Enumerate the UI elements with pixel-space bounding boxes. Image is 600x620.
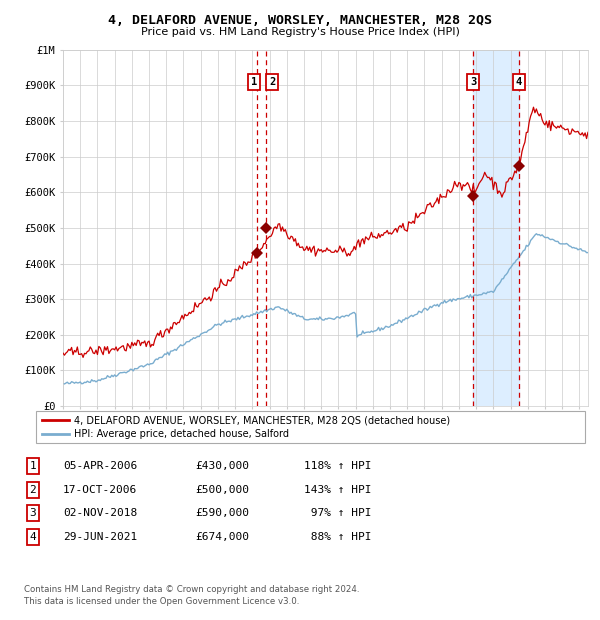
Text: £674,000: £674,000 (195, 532, 249, 542)
Text: This data is licensed under the Open Government Licence v3.0.: This data is licensed under the Open Gov… (24, 597, 299, 606)
Text: Contains HM Land Registry data © Crown copyright and database right 2024.: Contains HM Land Registry data © Crown c… (24, 585, 359, 593)
Text: 17-OCT-2006: 17-OCT-2006 (63, 485, 137, 495)
Text: 29-JUN-2021: 29-JUN-2021 (63, 532, 137, 542)
Text: 4: 4 (516, 77, 522, 87)
Text: 88% ↑ HPI: 88% ↑ HPI (305, 532, 372, 542)
Text: £590,000: £590,000 (195, 508, 249, 518)
Text: 02-NOV-2018: 02-NOV-2018 (63, 508, 137, 518)
Bar (473, 50, 519, 406)
Text: 4, DELAFORD AVENUE, WORSLEY, MANCHESTER, M28 2QS (detached house): 4, DELAFORD AVENUE, WORSLEY, MANCHESTER,… (74, 415, 450, 425)
Text: HPI: Average price, detached house, Salford: HPI: Average price, detached house, Salf… (74, 429, 289, 440)
Text: 1: 1 (29, 461, 37, 471)
Text: 2: 2 (29, 485, 37, 495)
Text: 118% ↑ HPI: 118% ↑ HPI (305, 461, 372, 471)
Text: 4, DELAFORD AVENUE, WORSLEY, MANCHESTER, M28 2QS: 4, DELAFORD AVENUE, WORSLEY, MANCHESTER,… (108, 14, 492, 27)
Text: 3: 3 (470, 77, 476, 87)
Text: 97% ↑ HPI: 97% ↑ HPI (305, 508, 372, 518)
Text: £430,000: £430,000 (195, 461, 249, 471)
Text: 143% ↑ HPI: 143% ↑ HPI (305, 485, 372, 495)
Text: Price paid vs. HM Land Registry's House Price Index (HPI): Price paid vs. HM Land Registry's House … (140, 27, 460, 37)
Text: 3: 3 (29, 508, 37, 518)
Text: 1: 1 (251, 77, 257, 87)
Text: 4: 4 (29, 532, 37, 542)
Text: 05-APR-2006: 05-APR-2006 (63, 461, 137, 471)
Text: £500,000: £500,000 (195, 485, 249, 495)
Text: 2: 2 (269, 77, 275, 87)
